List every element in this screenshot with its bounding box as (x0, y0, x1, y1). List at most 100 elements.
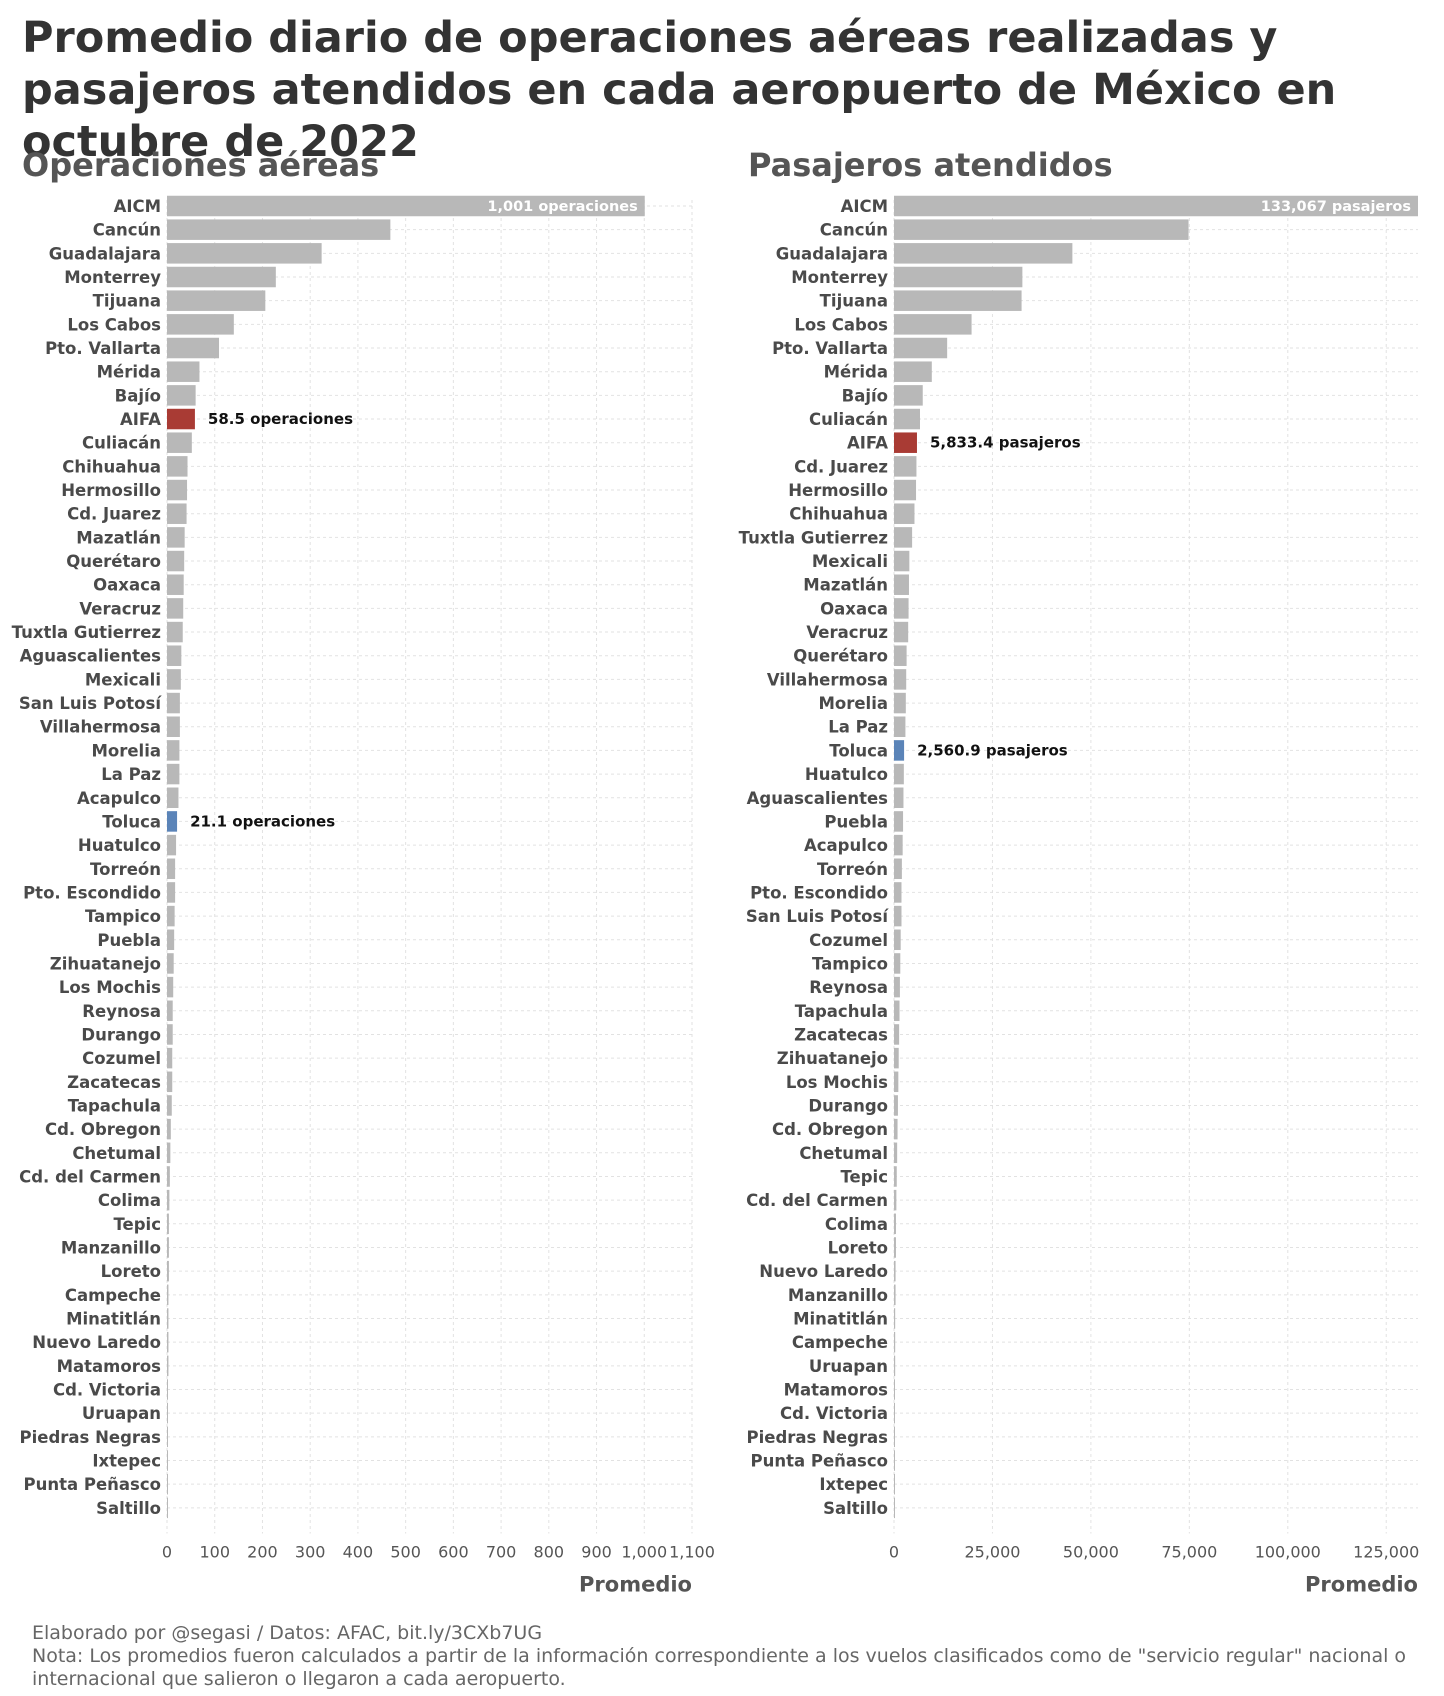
pax-bar (894, 361, 932, 382)
ops-category-label: Punta Peñasco (24, 1475, 161, 1494)
pax-bar (894, 645, 907, 666)
ops-bar (167, 1189, 170, 1211)
pax-bar (894, 1260, 896, 1282)
pax-category-label: Los Mochis (786, 1073, 888, 1092)
ops-bar (167, 1047, 173, 1069)
pax-category-label: Piedras Negras (747, 1428, 889, 1447)
pax-category-label: Loreto (828, 1238, 888, 1257)
ops-bar (167, 1237, 169, 1258)
pax-category-label: Cd. Obregon (772, 1120, 888, 1139)
ops-category-label: Manzanillo (61, 1238, 161, 1257)
pax-bar (894, 1331, 896, 1353)
ops-bar (167, 219, 391, 240)
ops-category-label: Villahermosa (40, 718, 161, 737)
ops-category-label: Minatitlán (66, 1309, 161, 1328)
pax-bar (894, 621, 909, 643)
ops-category-label: Saltillo (96, 1499, 161, 1518)
pax-bar (894, 598, 909, 619)
ops-bar (167, 408, 195, 430)
ops-tick-label: 1,100 (669, 1543, 715, 1562)
ops-category-label: Cd. Victoria (53, 1381, 161, 1400)
ops-category-label: Pto. Vallarta (45, 339, 161, 358)
ops-bar (167, 953, 174, 974)
ops-bar (167, 716, 180, 737)
pax-tick-label: 25,000 (964, 1543, 1020, 1562)
ops-bar (167, 882, 176, 903)
ops-category-label: AIFA (120, 410, 161, 429)
pax-category-label: Cd. Victoria (780, 1404, 888, 1423)
pax-category-label: Querétaro (793, 647, 888, 666)
ops-category-label: Reynosa (82, 1002, 161, 1021)
pax-category-label: Mérida (824, 363, 888, 382)
ops-bar (167, 574, 184, 595)
pax-category-label: Tijuana (820, 292, 888, 311)
ops-category-label: Tepic (113, 1215, 161, 1234)
ops-tick-label: 600 (438, 1543, 469, 1562)
pax-category-label: Culiacán (809, 410, 888, 429)
ops-bar (167, 1260, 169, 1282)
ops-category-label: Mazatlán (76, 528, 161, 547)
ops-category-label: Monterrey (64, 268, 161, 287)
ops-bar (167, 692, 180, 714)
ops-category-label: Colima (98, 1191, 161, 1210)
pax-bar (894, 243, 1073, 264)
pax-category-label: Pto. Vallarta (772, 339, 888, 358)
ops-category-label: Cd. del Carmen (19, 1167, 161, 1186)
ops-x-axis-title: Promedio (579, 1573, 692, 1597)
ops-bar (167, 811, 178, 832)
pax-bar (894, 716, 906, 737)
pax-bar (894, 527, 913, 548)
ops-bar (167, 503, 187, 524)
ops-bar (167, 1024, 173, 1045)
ops-bar (167, 621, 183, 643)
pax-category-label: Campeche (792, 1333, 888, 1352)
ops-bar (167, 976, 174, 998)
ops-category-label: Puebla (97, 931, 161, 950)
ops-category-label: Cd. Juarez (67, 505, 161, 524)
pax-category-label: Saltillo (823, 1499, 888, 1518)
ops-category-label: Cozumel (82, 1049, 161, 1068)
ops-category-label: Tapachula (68, 1096, 161, 1115)
pax-category-label: Manzanillo (788, 1286, 888, 1305)
pax-bar (894, 1284, 896, 1306)
pax-bar (894, 314, 972, 335)
pax-bar (894, 456, 917, 477)
ops-category-label: Oaxaca (93, 576, 161, 595)
ops-bar (167, 1095, 172, 1116)
pax-category-label: Puebla (824, 812, 888, 831)
ops-bar (167, 550, 185, 572)
pax-category-label: San Luis Potosí (746, 907, 889, 926)
ops-tick-label: 200 (247, 1543, 278, 1562)
ops-bar (167, 290, 266, 311)
ops-category-label: Toluca (102, 812, 161, 831)
ops-bar (167, 195, 645, 217)
pax-tick-label: 100,000 (1255, 1543, 1321, 1562)
ops-category-label: Los Mochis (59, 978, 161, 997)
pax-bar (894, 1237, 896, 1258)
ops-bar (167, 1118, 171, 1140)
ops-bar (167, 1426, 168, 1448)
ops-category-label: Culiacán (82, 434, 161, 453)
passengers-panel-title: Pasajeros atendidos (748, 146, 1113, 184)
pax-category-label: Hermosillo (788, 481, 888, 500)
ops-category-label: Tuxtla Gutierrez (12, 623, 161, 642)
pax-category-label: Cd. Juarez (794, 457, 888, 476)
pax-category-label: Tuxtla Gutierrez (739, 528, 888, 547)
ops-tick-label: 900 (581, 1543, 612, 1562)
pax-bar (894, 1450, 895, 1471)
ops-category-label: Aguascalientes (20, 647, 162, 666)
ops-category-label: Nuevo Laredo (32, 1333, 161, 1352)
pax-category-label: Tepic (840, 1167, 888, 1186)
ops-bar (167, 645, 182, 666)
ops-bar (167, 385, 196, 406)
pax-bar (894, 219, 1189, 240)
pax-category-label: Durango (808, 1096, 888, 1115)
charts-canvas: 0 100 200 300 400 500 600 700 800 900 1,000 1,100 AI… (12, 195, 1419, 1597)
ops-bar (167, 787, 179, 808)
pax-category-label: Toluca (829, 741, 888, 760)
ops-bar (167, 905, 175, 927)
pax-category-label: Reynosa (809, 978, 888, 997)
pax-category-label: Aguascalientes (747, 789, 889, 808)
pax-data-label: 5,833.4 pasajeros (930, 434, 1081, 452)
ops-bar (167, 598, 184, 619)
